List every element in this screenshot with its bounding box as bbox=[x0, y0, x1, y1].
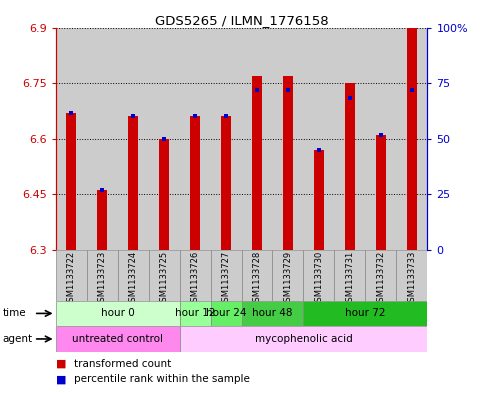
Bar bbox=[149, 28, 180, 250]
Text: GSM1133722: GSM1133722 bbox=[67, 251, 75, 307]
Text: hour 48: hour 48 bbox=[252, 309, 293, 318]
Bar bbox=[303, 28, 334, 250]
Text: GSM1133731: GSM1133731 bbox=[345, 251, 355, 307]
Text: GDS5265 / ILMN_1776158: GDS5265 / ILMN_1776158 bbox=[155, 14, 328, 27]
Bar bbox=[97, 190, 107, 250]
Bar bbox=[303, 250, 334, 301]
Bar bbox=[272, 250, 303, 301]
Bar bbox=[117, 250, 149, 301]
Bar bbox=[180, 326, 427, 352]
Bar bbox=[283, 75, 293, 250]
Bar bbox=[313, 150, 325, 250]
Text: transformed count: transformed count bbox=[74, 358, 171, 369]
Text: hour 24: hour 24 bbox=[206, 309, 246, 318]
Bar bbox=[252, 75, 262, 250]
Bar bbox=[366, 28, 397, 250]
Text: GSM1133732: GSM1133732 bbox=[376, 251, 385, 307]
Text: time: time bbox=[2, 309, 26, 318]
Text: hour 0: hour 0 bbox=[100, 309, 134, 318]
Bar bbox=[149, 250, 180, 301]
Bar bbox=[128, 116, 139, 250]
Bar bbox=[272, 28, 303, 250]
Text: mycophenolic acid: mycophenolic acid bbox=[255, 334, 353, 344]
Bar bbox=[242, 301, 303, 326]
Bar bbox=[303, 301, 427, 326]
Text: hour 12: hour 12 bbox=[175, 309, 215, 318]
Bar bbox=[397, 250, 427, 301]
Bar bbox=[366, 250, 397, 301]
Text: GSM1133725: GSM1133725 bbox=[159, 251, 169, 307]
Bar bbox=[158, 138, 170, 250]
Bar bbox=[180, 28, 211, 250]
Bar bbox=[56, 28, 86, 250]
Text: GSM1133729: GSM1133729 bbox=[284, 251, 293, 307]
Bar bbox=[407, 28, 417, 250]
Bar bbox=[221, 116, 231, 250]
Text: GSM1133726: GSM1133726 bbox=[190, 251, 199, 307]
Bar bbox=[211, 28, 242, 250]
Bar bbox=[242, 28, 272, 250]
Bar bbox=[117, 28, 149, 250]
Text: GSM1133723: GSM1133723 bbox=[98, 251, 107, 307]
Bar bbox=[66, 113, 76, 250]
Text: GSM1133724: GSM1133724 bbox=[128, 251, 138, 307]
Text: ■: ■ bbox=[56, 358, 66, 369]
Text: hour 72: hour 72 bbox=[345, 309, 386, 318]
Bar bbox=[242, 250, 272, 301]
Bar bbox=[344, 83, 355, 250]
Bar bbox=[56, 326, 180, 352]
Text: untreated control: untreated control bbox=[72, 334, 163, 344]
Bar bbox=[376, 135, 386, 250]
Bar bbox=[56, 250, 86, 301]
Text: GSM1133730: GSM1133730 bbox=[314, 251, 324, 307]
Bar bbox=[56, 301, 180, 326]
Bar bbox=[180, 301, 211, 326]
Text: GSM1133733: GSM1133733 bbox=[408, 251, 416, 307]
Text: agent: agent bbox=[2, 334, 32, 344]
Bar bbox=[190, 116, 200, 250]
Text: percentile rank within the sample: percentile rank within the sample bbox=[74, 374, 250, 384]
Bar bbox=[180, 250, 211, 301]
Bar bbox=[334, 250, 366, 301]
Bar bbox=[86, 250, 117, 301]
Text: GSM1133728: GSM1133728 bbox=[253, 251, 261, 307]
Bar bbox=[86, 28, 117, 250]
Bar bbox=[397, 28, 427, 250]
Bar bbox=[211, 250, 242, 301]
Bar bbox=[334, 28, 366, 250]
Text: ■: ■ bbox=[56, 374, 66, 384]
Text: GSM1133727: GSM1133727 bbox=[222, 251, 230, 307]
Bar bbox=[211, 301, 242, 326]
